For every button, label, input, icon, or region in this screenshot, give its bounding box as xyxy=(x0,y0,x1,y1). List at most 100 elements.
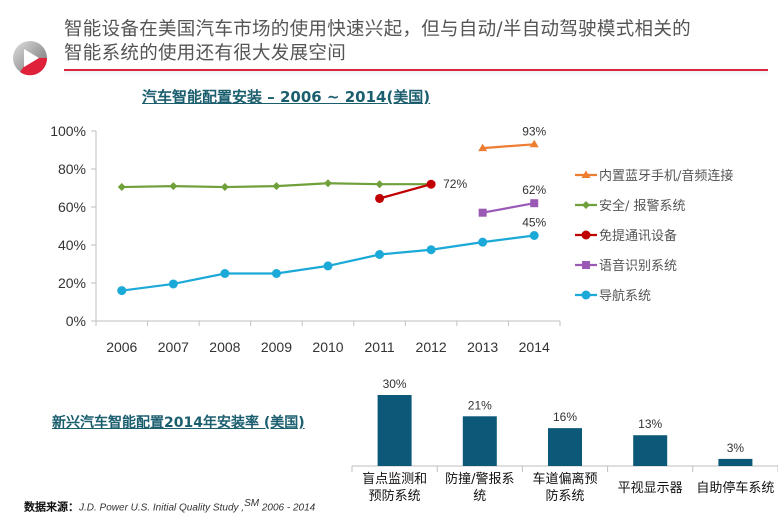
bar-value-label: 16% xyxy=(553,410,577,424)
data-point xyxy=(375,250,385,259)
legend-item: 导航系统 xyxy=(575,288,651,304)
legend-marker xyxy=(581,230,591,240)
page-title-line-2: 智能系统的使用还有很大发展空间 xyxy=(64,43,347,64)
bar-category-line: 防撞/警报系 xyxy=(445,472,515,487)
bar-value-label: 3% xyxy=(727,441,745,455)
series-2: 72% xyxy=(375,177,467,203)
data-point xyxy=(168,279,178,289)
line-chart-title: 汽车智能配置安装 – 2006 ~ 2014(美国) xyxy=(142,88,431,106)
bar xyxy=(462,416,497,466)
data-point xyxy=(529,231,539,240)
source-superscript: SM xyxy=(244,498,260,509)
data-point xyxy=(529,139,539,148)
source-label: 数据来源： xyxy=(24,500,79,514)
page-title: 智能设备在美国汽车市场的使用快速兴起，但与自动/半自动驾驶模式相关的 智能系统的… xyxy=(64,18,774,66)
data-point xyxy=(530,199,539,208)
series-3: 62% xyxy=(478,183,547,217)
bar-category-line: 车道偏离预 xyxy=(532,472,598,487)
legend-label: 安全/ 报警系统 xyxy=(599,198,686,214)
x-tick-label: 2010 xyxy=(312,339,343,355)
bar-category-label: 车道偏离预 防系统 xyxy=(523,471,607,505)
data-point xyxy=(169,182,178,191)
series-line xyxy=(482,202,535,214)
data-label: 72% xyxy=(443,177,467,191)
play-circle-logo-icon xyxy=(13,41,48,76)
x-tick-label: 2007 xyxy=(158,339,189,355)
x-tick-label: 2012 xyxy=(416,339,447,355)
legend-item: 语音识别系统 xyxy=(575,258,677,274)
data-point xyxy=(375,180,384,189)
legend-label: 内置蓝牙手机/音频连接 xyxy=(599,168,733,184)
legend-label: 免提通讯设备 xyxy=(599,228,677,244)
legend-label: 语音识别系统 xyxy=(599,258,677,274)
x-tick-label: 2013 xyxy=(467,339,498,355)
data-point xyxy=(220,183,229,192)
bar xyxy=(377,395,412,466)
x-tick-label: 2008 xyxy=(209,339,240,355)
bar-category-label: 自助停车系统 xyxy=(693,480,777,497)
series-0: 93% xyxy=(478,124,547,152)
data-point xyxy=(426,245,436,255)
data-point xyxy=(323,261,333,271)
data-point xyxy=(117,286,127,296)
y-tick-label: 100% xyxy=(50,123,86,139)
bar-category-line: 预防系统 xyxy=(368,489,421,504)
y-tick-label: 0% xyxy=(66,313,86,329)
legend-item: 免提通讯设备 xyxy=(575,228,677,244)
series-line xyxy=(379,183,432,200)
bar-category-line: 平视显示器 xyxy=(617,481,683,496)
bar xyxy=(633,435,668,466)
y-tick-label: 20% xyxy=(58,275,86,291)
data-point xyxy=(271,269,281,278)
data-point xyxy=(117,183,126,192)
x-tick-label: 2006 xyxy=(106,339,137,355)
legend-item: 内置蓝牙手机/音频连接 xyxy=(575,168,733,184)
x-tick-label: 2011 xyxy=(365,339,395,355)
x-tick-label: 2014 xyxy=(519,339,550,355)
data-point xyxy=(375,193,385,203)
bar-value-label: 21% xyxy=(468,398,492,412)
bar xyxy=(548,428,582,466)
data-label: 62% xyxy=(522,183,546,197)
bar-value-label: 30% xyxy=(383,377,407,391)
y-tick-label: 60% xyxy=(58,199,86,215)
data-label: 93% xyxy=(522,124,546,138)
series-line xyxy=(482,143,535,150)
bar-category-label: 平视显示器 xyxy=(608,480,692,497)
bar-category-line: 统 xyxy=(473,489,487,504)
source-text: J.D. Power U.S. Initial Quality Study , xyxy=(79,502,245,514)
bar-category-line: 自助停车系统 xyxy=(696,481,775,496)
bar-category-label: 防撞/警报系统 xyxy=(438,471,522,505)
y-tick-label: 80% xyxy=(58,161,86,177)
bar-chart-title: 新兴汽车智能配置2014年安装率 (美国) xyxy=(52,415,305,431)
series-4: 45% xyxy=(117,216,547,296)
legend-label: 导航系统 xyxy=(599,288,651,304)
bar-category-line: 盲点监测和 xyxy=(362,472,428,487)
bar-category-line: 防系统 xyxy=(545,489,585,504)
data-label: 45% xyxy=(522,216,546,230)
data-point xyxy=(478,208,487,217)
page-title-line-1: 智能设备在美国汽车市场的使用快速兴起，但与自动/半自动驾驶模式相关的 xyxy=(64,19,691,40)
data-point xyxy=(220,269,230,278)
bar-category-label: 盲点监测和 预防系统 xyxy=(353,471,437,505)
legend-item: 安全/ 报警系统 xyxy=(575,198,686,214)
legend-marker xyxy=(581,170,591,178)
y-tick-label: 40% xyxy=(58,237,86,253)
data-point xyxy=(478,143,488,152)
bar xyxy=(718,458,753,466)
data-point xyxy=(426,179,436,189)
legend-marker xyxy=(581,290,591,300)
bar-value-label: 13% xyxy=(638,417,662,431)
data-point xyxy=(324,179,332,188)
title-divider-shadow xyxy=(64,71,768,77)
source-years: 2006 - 2014 xyxy=(259,502,316,514)
data-source: 数据来源：J.D. Power U.S. Initial Quality Stu… xyxy=(24,498,315,515)
legend-marker xyxy=(582,261,590,269)
data-point xyxy=(272,182,281,191)
x-tick-label: 2009 xyxy=(261,339,292,355)
title-divider xyxy=(64,69,768,71)
legend-marker xyxy=(582,201,590,209)
data-point xyxy=(478,237,488,247)
